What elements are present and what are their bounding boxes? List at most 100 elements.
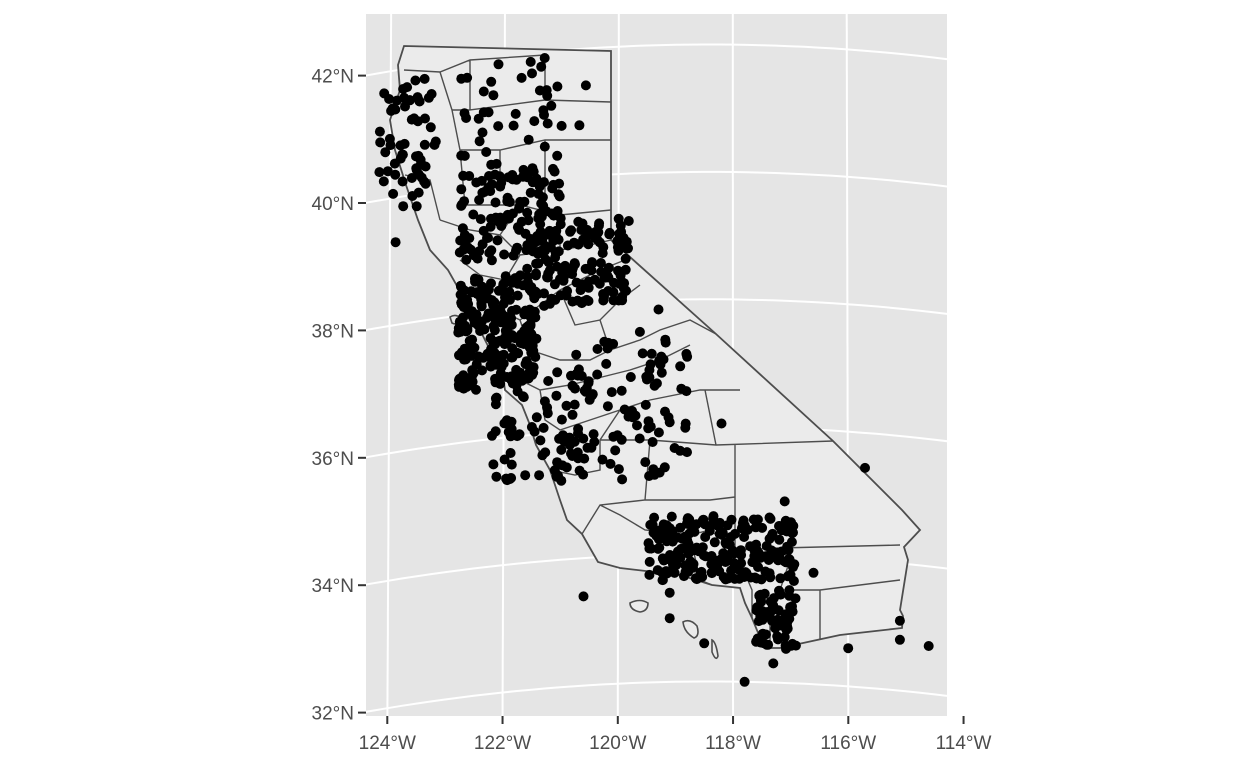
location-point (699, 638, 710, 649)
location-point (493, 121, 504, 132)
location-point (673, 548, 684, 559)
location-point (535, 219, 546, 230)
island-santa-cruz (629, 599, 649, 613)
location-point (406, 114, 417, 125)
location-point (894, 615, 905, 626)
location-point (482, 233, 492, 243)
location-point (537, 450, 548, 461)
x-tick-label: 122°W (474, 733, 531, 754)
location-point (696, 572, 707, 582)
location-point (675, 361, 686, 372)
location-point (578, 433, 589, 444)
location-point (407, 191, 418, 201)
location-point (477, 187, 488, 198)
location-point (530, 352, 541, 362)
location-point (657, 575, 668, 586)
location-point (512, 290, 523, 301)
location-point (539, 109, 549, 120)
location-point (375, 137, 386, 148)
location-point (691, 519, 702, 530)
location-point (498, 279, 509, 290)
location-point (467, 334, 478, 345)
location-point (484, 247, 495, 258)
location-point (411, 201, 422, 212)
location-point (572, 295, 583, 306)
location-point (402, 82, 413, 93)
location-point (531, 412, 542, 423)
location-point (592, 369, 603, 380)
location-point (534, 470, 545, 481)
location-point (698, 550, 709, 561)
location-point (503, 213, 514, 224)
location-point (556, 475, 567, 486)
location-point (466, 286, 477, 297)
location-point (508, 250, 519, 261)
location-point (410, 75, 421, 86)
location-point (775, 573, 786, 584)
location-point (808, 567, 819, 578)
location-point (506, 459, 517, 470)
location-point (657, 567, 668, 578)
location-point (766, 545, 777, 556)
location-point (589, 436, 600, 447)
location-point (653, 304, 664, 315)
location-point (544, 298, 555, 309)
location-point (461, 113, 472, 123)
location-point (721, 538, 731, 549)
location-point (491, 158, 502, 169)
x-tick-label: 116°W (820, 733, 876, 754)
location-point (669, 567, 680, 578)
location-point (476, 175, 487, 186)
location-point (623, 216, 634, 226)
location-point (552, 457, 563, 468)
location-point (459, 238, 470, 249)
location-point (522, 263, 533, 274)
location-point (485, 221, 496, 232)
location-point (469, 250, 479, 261)
location-point (736, 523, 747, 534)
location-point (562, 286, 573, 296)
location-point (603, 262, 614, 273)
location-point (787, 528, 798, 539)
location-point (488, 308, 499, 319)
location-point (374, 126, 385, 137)
location-point (734, 573, 745, 584)
location-point (548, 163, 558, 174)
location-point (525, 56, 536, 67)
location-point (616, 226, 627, 237)
location-point (632, 420, 642, 431)
x-tick-label: 120°W (589, 733, 646, 754)
location-point (419, 139, 430, 150)
location-point (430, 136, 441, 147)
location-point (603, 272, 614, 283)
location-point (518, 164, 529, 175)
location-point (507, 372, 518, 383)
location-point (510, 273, 521, 284)
location-point (583, 378, 594, 388)
location-point (490, 197, 501, 208)
location-point (646, 348, 657, 359)
location-point (753, 562, 763, 572)
location-point (529, 293, 540, 304)
location-point (765, 513, 776, 524)
location-point (894, 634, 905, 645)
location-point (755, 589, 766, 600)
location-point (491, 392, 502, 403)
location-point (843, 643, 854, 654)
location-point (571, 349, 582, 360)
location-point (491, 471, 502, 482)
location-point (517, 391, 528, 402)
location-point (596, 266, 607, 277)
location-point (773, 605, 784, 616)
location-point (772, 631, 783, 642)
location-point (531, 173, 542, 184)
location-point (493, 59, 504, 70)
location-point (542, 272, 553, 283)
location-point (647, 437, 658, 447)
location-point (750, 515, 761, 526)
location-point (562, 240, 573, 251)
x-tick-label: 124°W (359, 733, 416, 754)
location-point (542, 118, 553, 129)
location-point (397, 149, 408, 160)
location-point (706, 568, 717, 579)
